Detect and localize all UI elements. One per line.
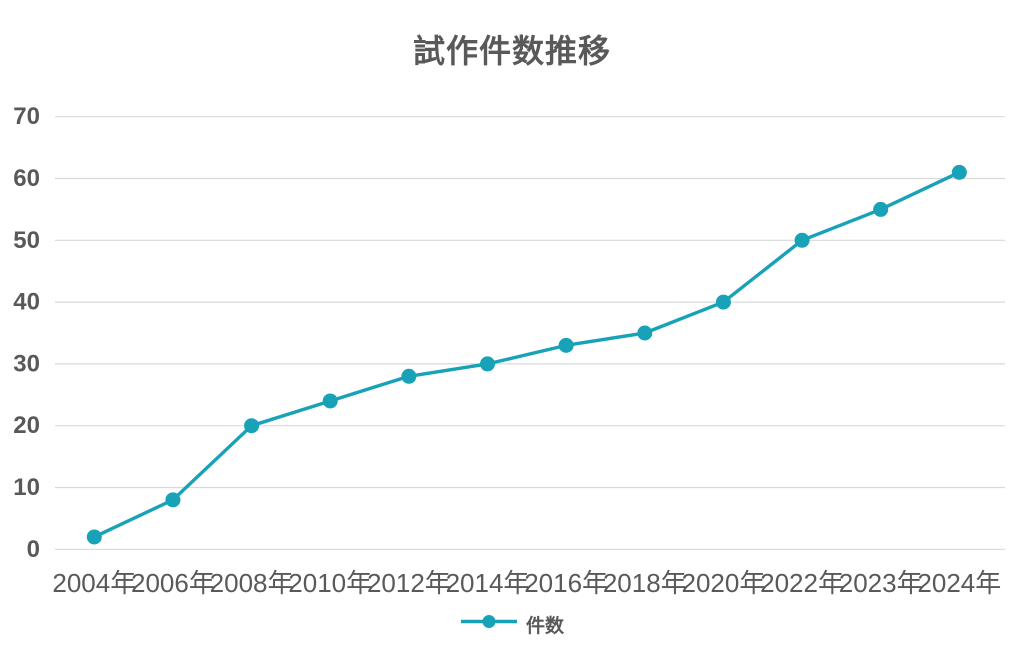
x-tick-label: 2023年 — [839, 568, 923, 598]
y-tick-label: 70 — [13, 103, 40, 130]
y-tick-label: 50 — [13, 227, 40, 254]
y-tick-label: 0 — [27, 536, 40, 563]
y-tick-label: 40 — [13, 289, 40, 316]
data-point — [951, 164, 967, 180]
x-tick-label: 2024年 — [917, 568, 1001, 598]
data-point — [165, 492, 181, 508]
y-tick-label: 30 — [13, 350, 40, 377]
data-point — [322, 393, 338, 409]
x-tick-label: 2006年 — [131, 568, 215, 598]
x-tick-label: 2022年 — [760, 568, 844, 598]
legend-line-marker-icon — [460, 614, 518, 634]
data-point — [794, 232, 810, 248]
data-point — [401, 368, 417, 384]
data-point — [244, 418, 260, 434]
x-tick-label: 2010年 — [288, 568, 372, 598]
series-line — [92, 170, 962, 539]
y-tick-label: 60 — [13, 165, 40, 192]
data-point — [558, 337, 574, 353]
x-tick-label: 2020年 — [681, 568, 765, 598]
x-tick-label: 2018年 — [603, 568, 687, 598]
y-tick-label: 10 — [13, 474, 40, 501]
x-tick-label: 2014年 — [446, 568, 530, 598]
x-tick-label: 2012年 — [367, 568, 451, 598]
chart-title: 試作件数推移 — [412, 33, 611, 69]
data-point — [715, 294, 731, 310]
x-tick-label: 2008年 — [210, 568, 294, 598]
data-point — [637, 325, 653, 341]
legend: 件数 — [0, 610, 1024, 638]
x-tick-label: 2004年 — [52, 568, 136, 598]
data-point — [873, 201, 889, 217]
data-point — [86, 529, 102, 545]
y-tick-label: 20 — [13, 412, 40, 439]
x-tick-label: 2016年 — [524, 568, 608, 598]
data-point — [480, 356, 495, 372]
legend-label: 件数 — [525, 615, 564, 637]
